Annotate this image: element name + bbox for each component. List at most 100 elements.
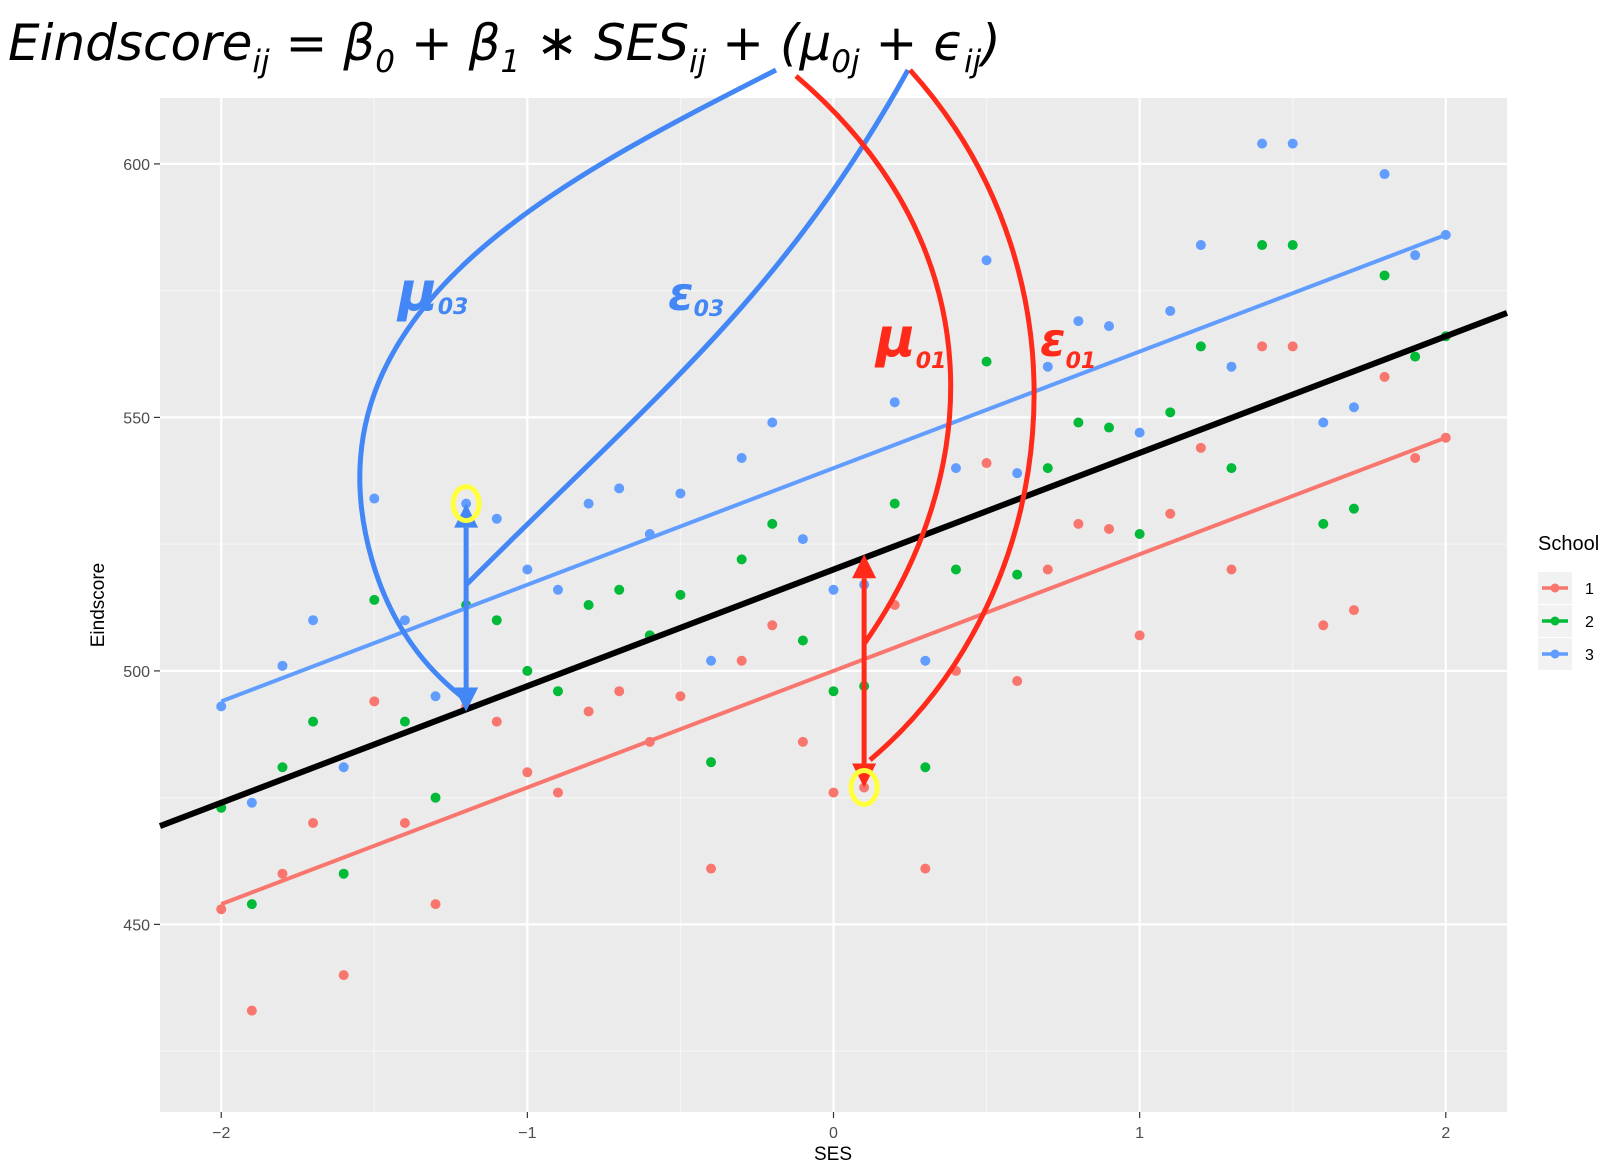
point-school-3 xyxy=(277,660,288,671)
formula: Eindscoreij = β0 + β1 ∗ SESij + (μ0j + ϵ… xyxy=(8,14,1001,80)
point-school-3 xyxy=(216,701,227,712)
line-school-3 xyxy=(220,233,1447,704)
y-axis-title: Eindscore xyxy=(88,563,109,648)
point-school-3 xyxy=(706,655,717,666)
point-school-1 xyxy=(246,1005,257,1016)
mu01-label: μ01 xyxy=(874,306,946,374)
point-school-3 xyxy=(338,762,349,773)
point-school-3 xyxy=(583,498,594,509)
mu01-sub: 01 xyxy=(916,349,947,374)
y-tick-label: 500 xyxy=(123,664,150,681)
point-school-2 xyxy=(706,757,717,768)
point-school-3 xyxy=(1348,402,1359,413)
formula-sub-ij: ij xyxy=(252,44,270,80)
mu01-base: μ xyxy=(874,306,916,369)
point-school-3 xyxy=(1073,316,1084,327)
formula-sub-ij3: ij xyxy=(964,44,982,80)
point-school-3 xyxy=(889,397,900,408)
point-school-1 xyxy=(1410,452,1421,463)
point-school-1 xyxy=(1104,523,1115,534)
point-school-3 xyxy=(736,452,747,463)
point-school-1 xyxy=(1257,341,1268,352)
point-school-1 xyxy=(308,818,319,829)
x-axis-ticks: −2 −1 0 1 2 xyxy=(212,1112,1450,1142)
point-school-3 xyxy=(1134,427,1145,438)
data-points xyxy=(216,138,1451,1016)
point-school-3 xyxy=(1042,361,1053,372)
point-school-1 xyxy=(1195,442,1206,453)
formula-open: + (μ xyxy=(706,14,831,72)
point-school-1 xyxy=(1134,630,1145,641)
point-school-1 xyxy=(369,696,380,707)
point-school-3 xyxy=(1165,305,1176,316)
formula-eq: = β xyxy=(270,14,376,72)
point-school-3 xyxy=(797,534,808,545)
formula-plus1: + β xyxy=(395,14,501,72)
y-axis-ticks: 450 500 550 600 xyxy=(123,157,160,934)
point-school-2 xyxy=(522,665,533,676)
point-school-2 xyxy=(1104,422,1115,433)
x-tick-label: 0 xyxy=(829,1125,838,1142)
point-school-1 xyxy=(1379,371,1390,382)
point-school-3 xyxy=(614,483,625,494)
point-school-1 xyxy=(1165,508,1176,519)
point-school-2 xyxy=(828,686,839,697)
point-school-2 xyxy=(1073,417,1084,428)
point-school-1 xyxy=(491,716,502,727)
point-school-1 xyxy=(920,863,931,874)
point-school-1 xyxy=(583,706,594,717)
point-school-2 xyxy=(277,762,288,773)
formula-sub-0j: 0j xyxy=(831,44,860,80)
point-school-3 xyxy=(1318,417,1329,428)
point-school-3 xyxy=(950,463,961,474)
point-school-1 xyxy=(430,899,441,910)
legend-key-point xyxy=(1550,583,1560,593)
point-school-3 xyxy=(828,584,839,595)
point-school-2 xyxy=(767,518,778,529)
point-school-2 xyxy=(338,868,349,879)
deviation-arrows xyxy=(454,503,877,788)
point-school-1 xyxy=(1318,620,1329,631)
y-tick-label: 450 xyxy=(123,917,150,934)
point-school-2 xyxy=(399,716,410,727)
line-school-1 xyxy=(220,435,1447,906)
eps03-sub: 03 xyxy=(694,297,725,322)
legend-title: School xyxy=(1538,533,1599,555)
point-school-3 xyxy=(1287,138,1298,149)
point-school-1 xyxy=(1073,518,1084,529)
highlight-circle xyxy=(450,484,482,524)
x-tick-label: −1 xyxy=(518,1125,536,1142)
point-school-2 xyxy=(491,615,502,626)
point-school-3 xyxy=(1012,468,1023,479)
formula-sub-ij2: ij xyxy=(689,44,707,80)
formula-sub-1: 1 xyxy=(501,44,521,80)
point-school-2 xyxy=(981,356,992,367)
point-school-1 xyxy=(338,970,349,981)
point-school-3 xyxy=(369,493,380,504)
legend-label-1: 1 xyxy=(1585,581,1594,598)
point-school-3 xyxy=(981,255,992,266)
legend-label-3: 3 xyxy=(1585,647,1594,664)
point-school-2 xyxy=(736,554,747,565)
legend: School 1 2 3 xyxy=(1538,533,1599,670)
point-school-1 xyxy=(1226,564,1237,575)
point-school-3 xyxy=(1379,169,1390,180)
point-school-1 xyxy=(1042,564,1053,575)
point-school-1 xyxy=(399,818,410,829)
point-school-1 xyxy=(522,767,533,778)
formula-main: Eindscore xyxy=(8,14,252,72)
mu03-base: μ xyxy=(396,260,438,323)
point-school-3 xyxy=(920,655,931,666)
point-school-1 xyxy=(277,868,288,879)
point-school-3 xyxy=(491,513,502,524)
x-tick-label: 1 xyxy=(1135,1125,1144,1142)
point-school-3 xyxy=(1410,250,1421,261)
point-school-2 xyxy=(920,762,931,773)
eps01-base: ε xyxy=(1040,313,1066,367)
point-school-2 xyxy=(1012,569,1023,580)
point-school-2 xyxy=(889,498,900,509)
point-school-1 xyxy=(1012,676,1023,687)
point-school-2 xyxy=(1042,463,1053,474)
point-school-1 xyxy=(981,458,992,469)
